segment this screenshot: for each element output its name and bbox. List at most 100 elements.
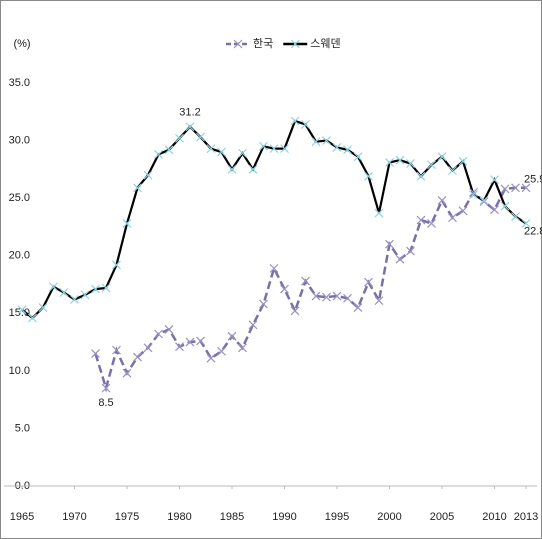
marker	[164, 145, 174, 155]
data-label: 22.8	[524, 225, 542, 237]
marker	[164, 324, 174, 334]
marker	[458, 156, 468, 166]
marker	[479, 197, 489, 207]
marker	[448, 213, 457, 223]
y-tick-label: 30.0	[9, 134, 30, 146]
marker	[238, 343, 247, 353]
marker	[196, 336, 205, 346]
legend-label: 한국	[253, 37, 273, 50]
marker	[469, 187, 478, 197]
marker	[185, 122, 195, 132]
marker	[395, 155, 405, 165]
marker	[500, 201, 510, 211]
marker	[248, 164, 258, 174]
marker	[269, 144, 279, 154]
marker	[91, 284, 100, 294]
marker	[374, 208, 384, 218]
marker	[227, 164, 237, 174]
marker	[122, 368, 132, 378]
marker	[59, 288, 69, 297]
marker	[101, 383, 111, 393]
marker	[406, 246, 415, 256]
y-axis-label: (%)	[13, 38, 30, 50]
marker	[217, 147, 226, 157]
marker	[154, 149, 163, 159]
marker	[437, 196, 447, 205]
marker	[395, 254, 405, 264]
marker	[479, 196, 489, 205]
x-tick-label: 1995	[325, 511, 349, 523]
marker	[416, 215, 426, 225]
marker	[269, 263, 279, 273]
marker	[353, 303, 363, 312]
marker	[427, 219, 436, 228]
marker	[133, 352, 142, 362]
marker	[38, 303, 48, 312]
y-tick-label: 25.0	[9, 192, 30, 204]
marker	[112, 260, 121, 270]
marker	[500, 184, 510, 194]
marker	[521, 219, 531, 228]
marker	[154, 329, 163, 339]
marker	[101, 283, 111, 293]
marker	[175, 342, 184, 352]
line	[94, 186, 526, 393]
marker	[521, 183, 531, 193]
marker	[406, 159, 415, 169]
marker	[385, 158, 394, 167]
marker	[70, 295, 79, 304]
marker	[332, 291, 342, 301]
data-label: 31.2	[179, 107, 200, 119]
legend-label: 스웨덴	[310, 37, 340, 50]
marker	[469, 190, 478, 200]
marker	[385, 239, 394, 249]
marker	[353, 152, 363, 162]
marker	[196, 132, 205, 142]
marker	[511, 183, 520, 193]
marker	[301, 120, 310, 129]
marker	[133, 183, 142, 193]
marker	[49, 282, 58, 292]
marker	[280, 284, 289, 294]
marker	[290, 116, 300, 126]
marker	[259, 141, 268, 151]
marker	[427, 160, 436, 170]
marker	[311, 291, 321, 301]
marker	[416, 171, 426, 181]
marker	[364, 171, 373, 181]
x-tick-label: 1975	[115, 511, 139, 523]
marker	[322, 136, 331, 145]
marker	[280, 144, 289, 154]
marker	[490, 175, 499, 185]
marker	[322, 292, 331, 302]
marker	[175, 133, 184, 143]
x-tick-label: 1965	[10, 511, 34, 523]
marker	[511, 212, 520, 221]
marker	[374, 296, 384, 306]
marker	[290, 306, 300, 316]
marker	[28, 313, 37, 323]
x-tick-label: 1970	[62, 511, 86, 523]
marker	[364, 277, 373, 287]
data-label: 8.5	[98, 397, 113, 409]
marker	[248, 320, 258, 330]
marker	[343, 293, 352, 303]
x-tick-label: 2010	[482, 511, 506, 523]
legend-marker	[290, 39, 300, 49]
marker	[206, 144, 216, 154]
marker	[91, 349, 100, 359]
x-tick-label: 1980	[167, 511, 191, 523]
marker	[238, 148, 247, 158]
marker	[217, 346, 226, 356]
y-tick-label: 35.0	[9, 77, 30, 89]
marker	[206, 353, 216, 363]
marker	[437, 152, 447, 162]
marker	[490, 205, 499, 215]
marker	[112, 345, 121, 355]
marker	[259, 299, 268, 309]
marker	[80, 290, 90, 300]
marker	[185, 337, 195, 347]
data-label: 25.9	[524, 174, 542, 186]
marker	[448, 166, 457, 175]
